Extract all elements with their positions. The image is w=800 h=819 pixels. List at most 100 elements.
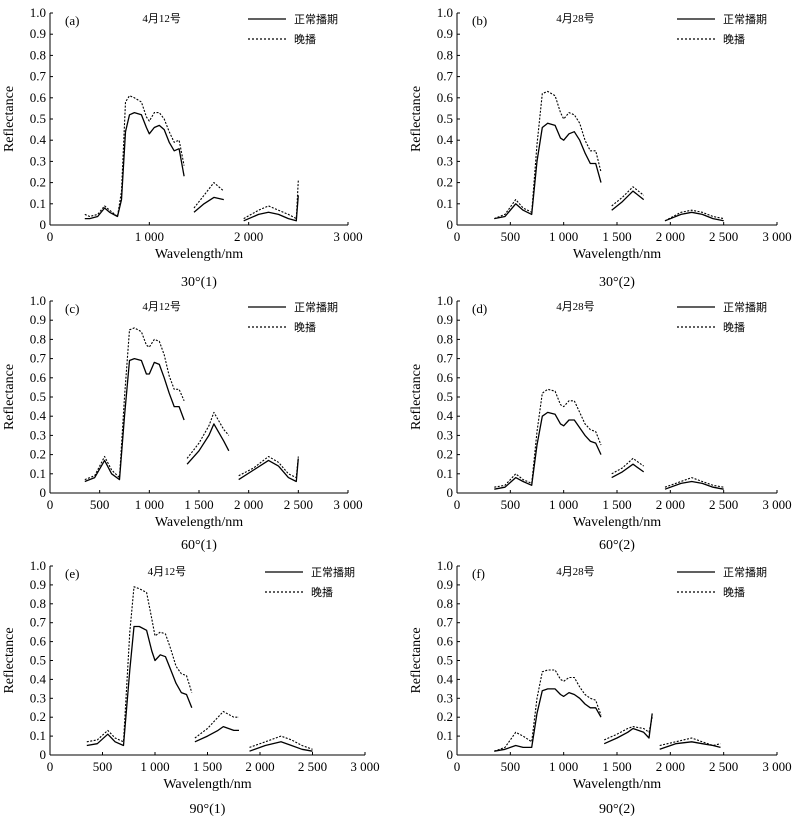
x-tick-label: 1 000	[549, 759, 578, 774]
y-tick-label: 0	[447, 747, 454, 762]
series-2-segment-2	[611, 186, 645, 207]
y-tick-label: 0.8	[437, 47, 453, 62]
y-tick-label: 0.1	[437, 728, 453, 743]
panel-letter: (f)	[472, 566, 485, 581]
y-tick-label: 0.2	[437, 175, 453, 190]
legend-label-1: 正常播期	[723, 300, 767, 314]
y-tick-label: 0.8	[30, 331, 46, 346]
panel-letter: (d)	[472, 301, 487, 316]
x-tick-label: 1 000	[549, 229, 578, 244]
chart-panel-2: 0 0.1 0.2 0.3 0.4 0.5 0.6 0.7 0.8 0.9 1.0 0 500 1 000…	[409, 5, 792, 290]
series-2-segment-3	[659, 737, 721, 747]
series-1-segment-1	[494, 411, 602, 490]
series-2-segment-1	[84, 327, 185, 481]
chart-panel-4: 0 0.1 0.2 0.3 0.4 0.5 0.6 0.7 0.8 0.9 1.0 0 500 1 000…	[409, 293, 792, 553]
x-axis-label: Wavelength/nm	[573, 777, 661, 792]
y-tick-label: 0.1	[30, 196, 46, 211]
legend-label-2: 晚播	[723, 585, 745, 599]
y-tick-label: 0.8	[30, 596, 46, 611]
series-1-segment-1	[86, 625, 193, 747]
x-tick-label: 2 000	[245, 759, 274, 774]
legend-label-2: 晚播	[294, 32, 316, 46]
y-tick-label: 0.8	[437, 596, 453, 611]
y-tick-label: 0.7	[30, 351, 47, 366]
series-2-segment-1	[494, 669, 602, 752]
x-tick-label: 2 000	[656, 497, 685, 512]
panel-letter: (b)	[472, 13, 487, 28]
x-tick-label: 2 000	[234, 229, 263, 244]
y-tick-label: 0.9	[30, 312, 46, 327]
y-tick-label: 0.6	[437, 90, 454, 105]
date-label: 4月12号	[148, 565, 187, 578]
y-tick-label: 0.9	[437, 26, 453, 41]
x-tick-label: 2 500	[284, 497, 313, 512]
series-1-segment-3	[664, 480, 724, 490]
x-axis-label: Wavelength/nm	[573, 247, 661, 262]
series-2-segment-2	[603, 717, 653, 741]
y-tick-label: 0.1	[30, 728, 46, 743]
x-tick-label: 500	[501, 759, 521, 774]
y-tick-label: 0	[447, 217, 454, 232]
x-tick-label: 3 000	[762, 759, 791, 774]
x-tick-label: 2 000	[656, 229, 685, 244]
y-tick-label: 0.4	[30, 132, 47, 147]
y-tick-label: 0.4	[437, 132, 454, 147]
series-2-segment-2	[194, 710, 239, 739]
y-tick-label: 0.7	[30, 69, 47, 84]
x-tick-label: 2 500	[298, 759, 327, 774]
y-tick-label: 0.8	[437, 331, 453, 346]
series-2-segment-3	[243, 180, 299, 220]
chart-panel-5: 0 0.1 0.2 0.3 0.4 0.5 0.6 0.7 0.8 0.9 1.0 0 500 1 000…	[2, 558, 380, 817]
y-tick-label: 0.9	[437, 312, 453, 327]
y-tick-label: 0.2	[30, 447, 46, 462]
x-tick-label: 1 500	[602, 229, 631, 244]
legend-label-1: 正常播期	[723, 565, 767, 579]
y-tick-label: 0.3	[437, 153, 453, 168]
x-tick-label: 0	[454, 229, 461, 244]
panel-caption: 30°(2)	[599, 275, 635, 290]
date-label: 4月28号	[556, 300, 595, 313]
y-tick-label: 0.7	[437, 615, 454, 630]
legend-label-2: 晚播	[723, 32, 745, 46]
series-2-segment-1	[494, 90, 602, 220]
legend-label-2: 晚播	[723, 320, 745, 334]
x-axis-label: Wavelength/nm	[163, 777, 251, 792]
x-tick-label: 1 500	[184, 497, 213, 512]
chart-panel-1: 0 0.1 0.2 0.3 0.4 0.5 0.6 0.7 0.8 0.9 1.0 0 1 000 2 0…	[2, 5, 363, 290]
x-tick-label: 2 500	[709, 229, 738, 244]
series-2-segment-1	[86, 586, 193, 743]
y-axis-label: Reflectance	[409, 627, 424, 693]
y-tick-label: 0.1	[30, 466, 46, 481]
x-tick-label: 0	[47, 759, 54, 774]
series-1-segment-1	[494, 122, 602, 220]
series-1-segment-3	[243, 195, 299, 222]
date-label: 4月12号	[142, 12, 181, 25]
panel-caption: 30°(1)	[181, 275, 217, 290]
y-tick-label: 0.7	[437, 351, 454, 366]
series-2-segment-3	[664, 209, 724, 222]
x-tick-label: 3 000	[350, 759, 379, 774]
y-tick-label: 0.3	[30, 427, 46, 442]
x-tick-label: 3 000	[333, 229, 362, 244]
series-2-segment-3	[238, 455, 299, 479]
panel-caption: 60°(2)	[599, 538, 635, 553]
x-tick-label: 500	[501, 497, 521, 512]
y-axis-label: Reflectance	[2, 364, 17, 430]
y-axis-label: Reflectance	[409, 364, 424, 430]
x-tick-label: 1 500	[602, 759, 631, 774]
series-1-segment-3	[238, 458, 299, 483]
x-tick-label: 1 000	[549, 497, 578, 512]
x-tick-label: 1 500	[193, 759, 222, 774]
y-tick-label: 0.6	[30, 90, 47, 105]
x-tick-label: 2 500	[709, 497, 738, 512]
legend-label-1: 正常播期	[294, 300, 338, 314]
series-2-segment-3	[249, 735, 313, 750]
series-2-segment-1	[84, 95, 185, 218]
series-1-segment-2	[193, 196, 224, 213]
y-tick-label: 0.5	[437, 389, 453, 404]
chart-panel-6: 0 0.1 0.2 0.3 0.4 0.5 0.6 0.7 0.8 0.9 1.0 0 500 1 000…	[409, 558, 792, 817]
panel-letter: (c)	[65, 301, 79, 316]
y-tick-label: 0.1	[437, 196, 453, 211]
legend-label-1: 正常播期	[723, 12, 767, 26]
y-tick-label: 0.8	[30, 47, 46, 62]
